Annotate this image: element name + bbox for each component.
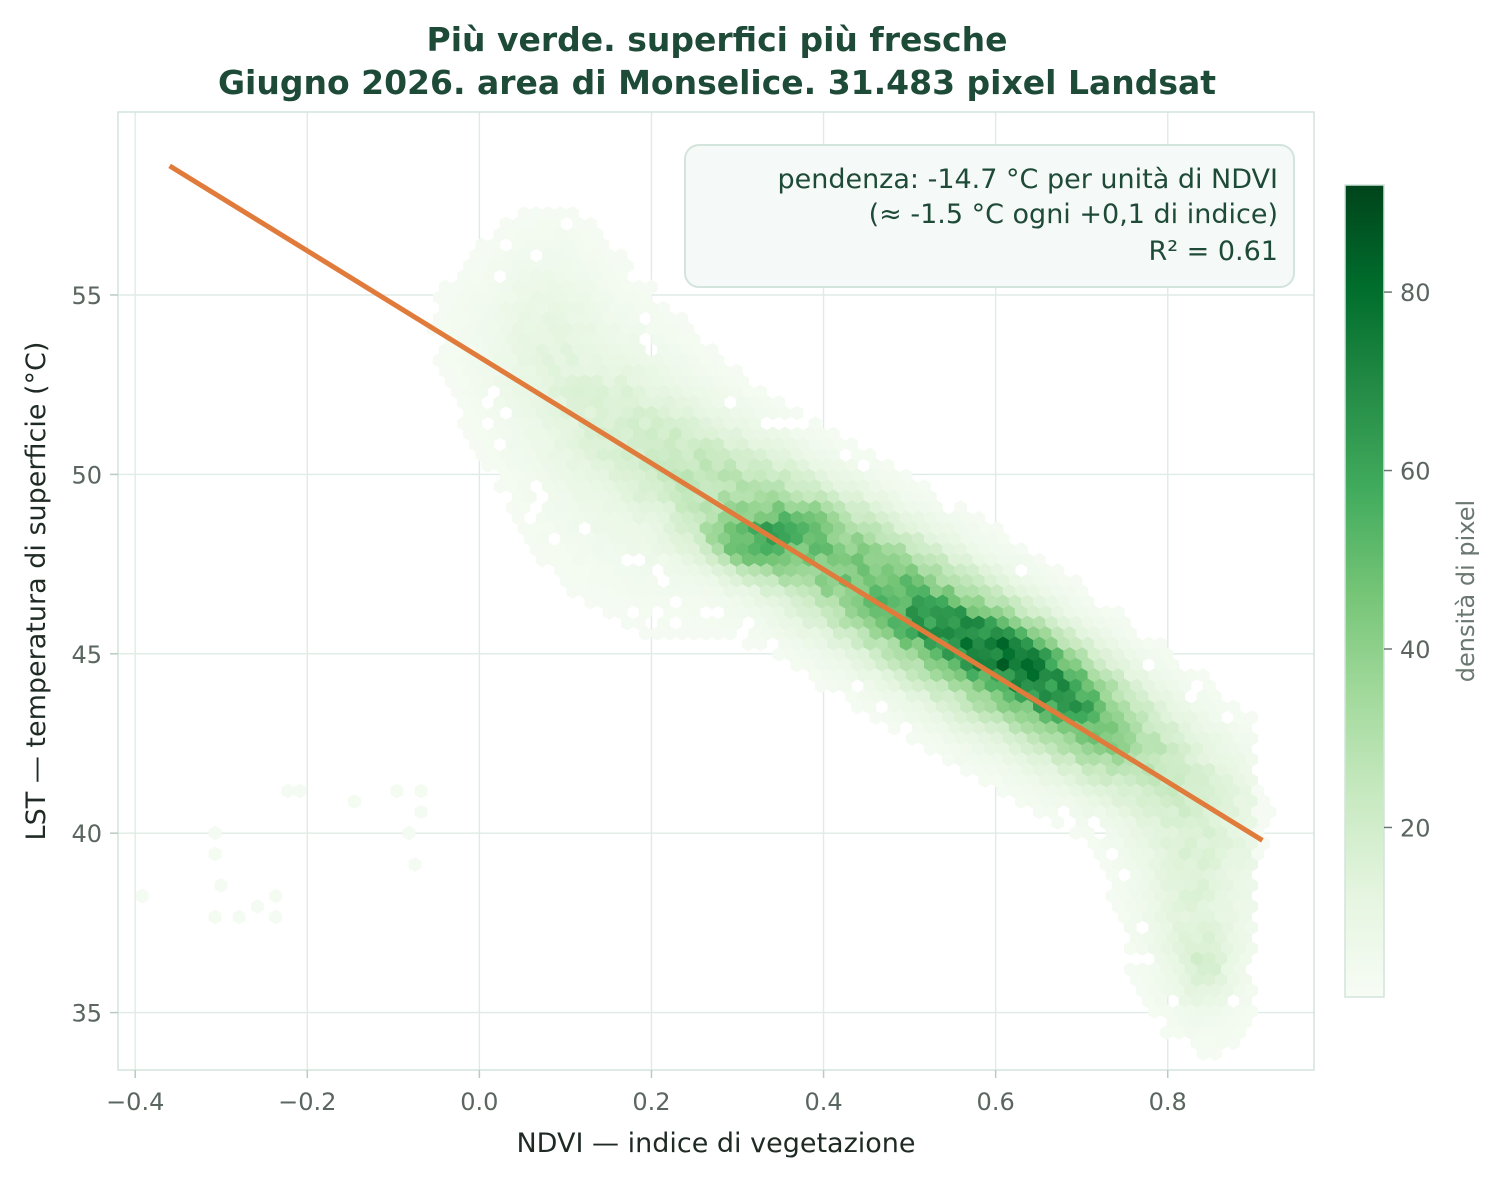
x-axis-ticks: −0.4 −0.2 0.0 0.2 0.4 0.6 0.8 (106, 1070, 1187, 1116)
colorbar-ticks: 20 40 60 80 (1384, 279, 1431, 842)
hexbin-cell (414, 783, 428, 799)
y-axis-label: LST — temperatura di superficie (°C) (21, 342, 52, 841)
hexbin-cell (208, 825, 222, 841)
x-axis-label: NDVI — indice di vegetazione (516, 1128, 915, 1159)
annotation-slope: pendenza: -14.7 °C per unità di NDVI (777, 164, 1278, 195)
annotation-box (684, 144, 1295, 288)
y-tick-label: 55 (71, 282, 102, 310)
hexbin-cell (208, 909, 222, 925)
hexbin-cell (269, 888, 282, 904)
hexbin-cell (1208, 1046, 1222, 1061)
y-axis-ticks: 35 40 45 50 55 (71, 282, 118, 1028)
hexbin-cell (723, 626, 737, 641)
x-tick-label: 0.8 (1149, 1088, 1187, 1116)
hexbin-cell (754, 636, 767, 652)
y-tick-label: 35 (71, 1000, 102, 1028)
hexbin-cell (214, 878, 228, 893)
hexbin-cell (135, 888, 149, 904)
plot-frame (117, 111, 1315, 1071)
hexbin-cell (1051, 815, 1064, 830)
x-tick-label: −0.2 (278, 1088, 336, 1116)
hexbin-layer (135, 206, 1277, 1061)
colorbar-gradient (1344, 184, 1385, 998)
hexbin-cell (887, 720, 901, 736)
x-tick-label: 0.4 (804, 1088, 842, 1116)
y-tick-label: 45 (71, 641, 102, 669)
x-tick-label: 0.2 (632, 1088, 670, 1116)
hexbin-cell (402, 825, 416, 841)
hexbin-cell (348, 794, 361, 809)
colorbar-label: densità di pixel (1452, 500, 1480, 682)
colorbar-tick-label: 20 (1400, 814, 1431, 842)
hexbin-cell (208, 846, 222, 862)
x-tick-label: 0.6 (977, 1088, 1015, 1116)
hexbin-cell (251, 899, 264, 914)
hexbin-cell (790, 405, 804, 421)
chart-title-line-1: Più verde. superfici più fresche (427, 20, 1008, 59)
x-tick-label: −0.4 (106, 1088, 164, 1116)
hexbin-cell (293, 783, 307, 799)
regression-line (168, 163, 1264, 843)
colorbar: 20 40 60 80 densità di pixel (1344, 184, 1480, 998)
hexbin-cell (232, 909, 246, 925)
colorbar-tick-label: 60 (1400, 458, 1431, 486)
hexbin-cell (269, 909, 282, 925)
hexbin-cell (1227, 1035, 1240, 1051)
colorbar-tick-label: 40 (1400, 636, 1431, 664)
hexbin-cell (408, 857, 422, 872)
annotation-per-tenth: (≈ -1.5 °C ogni +0,1 di indice) (869, 199, 1278, 230)
annotation-r-squared: R² = 0.61 (1149, 236, 1279, 267)
regression-annotation: pendenza: -14.7 °C per unità di NDVI (≈ … (684, 144, 1295, 288)
x-tick-label: 0.0 (460, 1088, 498, 1116)
hexbin-cell (414, 804, 428, 820)
colorbar-tick-label: 80 (1400, 279, 1431, 307)
hexbin-cell (390, 783, 404, 799)
y-tick-label: 50 (71, 461, 102, 489)
y-tick-label: 40 (71, 820, 102, 848)
chart-title-line-2: Giugno 2026. area di Monselice. 31.483 p… (218, 63, 1216, 102)
